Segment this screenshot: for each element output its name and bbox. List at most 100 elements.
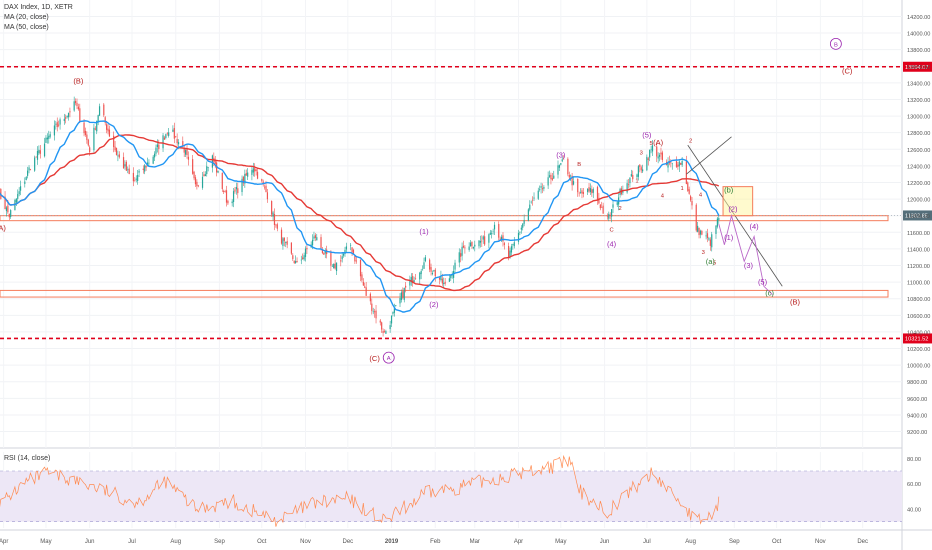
x-tick-label: Oct [257,539,267,545]
level-price-tag [903,333,932,344]
candle-body [502,235,504,242]
candle-body [677,164,679,168]
candle-body [381,322,383,330]
x-tick-label: May [555,539,566,545]
candle-body [529,204,531,210]
candle-body [196,181,198,187]
candle-body [168,132,170,136]
candle-body [389,325,391,330]
candle-body [34,157,36,171]
candle-body [647,158,649,160]
candle-body [156,144,158,148]
wave-label: (C) [369,354,380,363]
candle-body [122,157,125,168]
candle-body [517,232,520,242]
level-price-label: 13594.07 [905,65,928,71]
candle-body [173,128,175,139]
y-tick-label: 12200.00 [907,181,930,187]
candle-body [204,174,206,177]
y-tick-label: 13800.00 [907,48,930,54]
candle-body [56,122,58,128]
candle-body [73,101,75,111]
moving-averages [0,120,720,313]
y-tick-label: 9400.00 [907,413,927,419]
wave-label: 5 [649,141,652,147]
candle-body [94,128,96,130]
candle-body [577,178,579,193]
x-tick-label: Apr [0,539,8,545]
legend-ma50: MA (50, close) [4,24,49,31]
candle-body [263,186,266,188]
candle-body [27,170,29,176]
candle-body [591,189,593,194]
candle-body [15,198,17,203]
candle-body [448,278,450,282]
candle-body [646,156,648,171]
wave-label: 1 [681,186,684,192]
candle-body [295,261,297,264]
wave-label: 3 [640,150,643,156]
candle-body [443,282,445,285]
candle-body [637,166,640,177]
candle-body [601,207,603,208]
candle-body [629,177,631,184]
candle-body [323,252,325,255]
y-tick-label: 10000.00 [907,364,930,370]
candle-body [383,331,386,333]
wave-label: (5) [758,278,768,287]
candle-body [678,161,680,167]
candle-body [558,165,561,168]
support-zone [0,289,889,298]
candle-body [711,234,713,248]
rsi-tick-label: 40.00 [907,508,921,514]
candle-body [282,238,284,247]
candle-body [402,291,404,298]
y-tick-label: 14000.00 [907,32,930,38]
candle-body [500,236,503,240]
candle-body [227,200,229,204]
candle-body [627,184,630,186]
candle-body [598,197,600,204]
x-tick-label: Dec [857,539,868,545]
candle-body [45,137,47,143]
wave-label: (5) [642,131,652,140]
candle-body [342,253,345,256]
candle-body [83,122,85,134]
candle-body [125,162,127,171]
candle-body [588,187,590,192]
candle-body [302,257,304,259]
candle-body [468,246,470,250]
candle-body [335,262,338,272]
candle-body [599,204,601,209]
candle-body [522,223,524,228]
wave-label-circle [382,351,395,364]
candle-body [352,249,355,255]
candle-body [649,149,651,158]
y-tick-label: 12400.00 [907,164,930,170]
candle-body [550,174,552,180]
wave-label: (2) [728,205,738,214]
candle-body [324,251,326,254]
time-axis[interactable]: Apr May Jun Jul Aug Sep Oct Nov Dec 2019 Feb Mar Apr… [0,539,868,545]
y-tick-label: 10400.00 [907,330,930,336]
candle-body [194,177,197,185]
candle-body [579,192,582,194]
candle-body [650,149,652,150]
candle-body [304,248,307,257]
candle-body [39,150,41,154]
y-tick-label: 13000.00 [907,115,930,121]
candle-body [35,156,37,158]
candle-body [134,180,136,181]
candle-body [400,292,403,300]
candle-body [498,223,500,238]
candle-body [458,252,460,263]
candle-body [553,175,555,179]
price-axis[interactable]: 14200.00 14000.00 13800.00 13600.00 13400.00… [907,15,930,436]
candle-body [587,188,589,193]
wave-label: (B) [73,77,84,86]
candle-body [145,165,147,168]
candle-body [698,227,700,236]
candle-body [255,169,257,172]
candle-body [221,172,223,190]
